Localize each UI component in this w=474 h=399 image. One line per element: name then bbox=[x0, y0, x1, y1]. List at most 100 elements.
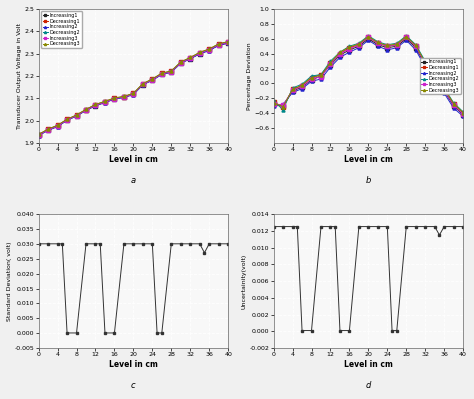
Increasing3 bbox=[159, 71, 164, 76]
Decreasing3 bbox=[271, 101, 276, 105]
Increasing1 bbox=[309, 77, 314, 82]
Decreasing1 bbox=[413, 44, 419, 49]
Increasing3 bbox=[206, 47, 212, 52]
Increasing3 bbox=[216, 42, 221, 47]
Decreasing2 bbox=[460, 109, 466, 114]
Decreasing3 bbox=[280, 104, 286, 109]
Increasing2 bbox=[64, 118, 70, 122]
Legend: Increasing1, Decreasing1, Increasing2, Decreasing2, Increasing3, Decreasing3: Increasing1, Decreasing1, Increasing2, D… bbox=[420, 58, 461, 94]
Increasing2 bbox=[365, 38, 371, 43]
Decreasing3 bbox=[168, 69, 174, 73]
X-axis label: Level in cm: Level in cm bbox=[344, 360, 393, 369]
Increasing2 bbox=[290, 90, 295, 95]
Increasing3 bbox=[394, 42, 400, 47]
Decreasing1 bbox=[280, 105, 286, 110]
Decreasing2 bbox=[432, 72, 438, 77]
Decreasing3 bbox=[225, 39, 231, 44]
Decreasing2 bbox=[130, 91, 136, 96]
Increasing1 bbox=[149, 78, 155, 83]
Increasing2 bbox=[328, 65, 333, 69]
Decreasing2 bbox=[216, 42, 221, 47]
Decreasing2 bbox=[36, 132, 42, 137]
Increasing3 bbox=[441, 88, 447, 93]
Increasing3 bbox=[413, 44, 419, 49]
Increasing1 bbox=[337, 53, 343, 57]
Increasing2 bbox=[337, 55, 343, 60]
Increasing3 bbox=[375, 41, 381, 45]
Decreasing2 bbox=[271, 99, 276, 104]
Decreasing2 bbox=[206, 47, 212, 52]
Increasing2 bbox=[197, 51, 202, 56]
Line: Decreasing3: Decreasing3 bbox=[37, 40, 230, 136]
Decreasing1 bbox=[46, 127, 51, 132]
Increasing3 bbox=[422, 62, 428, 67]
Decreasing2 bbox=[328, 59, 333, 63]
Increasing3 bbox=[140, 82, 146, 87]
Decreasing3 bbox=[394, 41, 400, 46]
Increasing3 bbox=[432, 74, 438, 79]
Decreasing2 bbox=[413, 42, 419, 47]
Decreasing1 bbox=[318, 72, 324, 77]
Text: b: b bbox=[365, 176, 371, 186]
Decreasing1 bbox=[422, 61, 428, 66]
Line: Decreasing1: Decreasing1 bbox=[37, 40, 230, 136]
Increasing2 bbox=[73, 114, 79, 119]
Decreasing2 bbox=[225, 40, 231, 44]
Increasing3 bbox=[290, 88, 295, 93]
Increasing1 bbox=[441, 89, 447, 93]
Decreasing2 bbox=[422, 59, 428, 63]
Decreasing3 bbox=[149, 77, 155, 81]
Increasing2 bbox=[413, 47, 419, 52]
Decreasing2 bbox=[83, 107, 89, 112]
Decreasing2 bbox=[290, 85, 295, 90]
Increasing2 bbox=[130, 92, 136, 97]
Increasing2 bbox=[394, 45, 400, 50]
Increasing3 bbox=[403, 35, 409, 40]
Increasing1 bbox=[178, 61, 183, 65]
Decreasing3 bbox=[365, 34, 371, 39]
Decreasing3 bbox=[403, 34, 409, 39]
Increasing2 bbox=[178, 61, 183, 66]
Line: Increasing2: Increasing2 bbox=[37, 41, 230, 137]
Decreasing3 bbox=[102, 99, 108, 104]
Increasing1 bbox=[422, 63, 428, 67]
Line: Increasing3: Increasing3 bbox=[272, 36, 465, 116]
Decreasing1 bbox=[197, 50, 202, 55]
Increasing2 bbox=[422, 65, 428, 69]
Increasing3 bbox=[64, 117, 70, 122]
Decreasing1 bbox=[451, 102, 456, 107]
Decreasing3 bbox=[384, 43, 390, 48]
Decreasing2 bbox=[178, 60, 183, 65]
Increasing2 bbox=[460, 114, 466, 119]
Decreasing1 bbox=[309, 75, 314, 80]
X-axis label: Level in cm: Level in cm bbox=[344, 155, 393, 164]
Increasing2 bbox=[168, 70, 174, 75]
Increasing3 bbox=[121, 95, 127, 99]
Decreasing2 bbox=[140, 82, 146, 87]
Increasing1 bbox=[159, 72, 164, 77]
Increasing1 bbox=[328, 63, 333, 67]
Decreasing1 bbox=[346, 45, 352, 50]
Increasing1 bbox=[280, 103, 286, 108]
Decreasing1 bbox=[55, 123, 60, 128]
Increasing2 bbox=[55, 124, 60, 129]
Text: c: c bbox=[131, 381, 136, 390]
Increasing2 bbox=[36, 133, 42, 138]
Decreasing3 bbox=[64, 117, 70, 122]
Increasing2 bbox=[375, 44, 381, 49]
Decreasing3 bbox=[309, 75, 314, 80]
Increasing2 bbox=[299, 86, 305, 91]
Increasing3 bbox=[92, 103, 98, 108]
Decreasing1 bbox=[290, 87, 295, 92]
Increasing1 bbox=[92, 103, 98, 108]
Decreasing2 bbox=[384, 42, 390, 47]
Decreasing1 bbox=[216, 41, 221, 46]
Increasing2 bbox=[309, 79, 314, 84]
Decreasing1 bbox=[187, 55, 193, 60]
Decreasing2 bbox=[197, 50, 202, 55]
Increasing1 bbox=[55, 124, 60, 129]
Increasing3 bbox=[36, 132, 42, 137]
Decreasing3 bbox=[159, 71, 164, 75]
Increasing1 bbox=[216, 43, 221, 47]
Increasing2 bbox=[159, 72, 164, 77]
